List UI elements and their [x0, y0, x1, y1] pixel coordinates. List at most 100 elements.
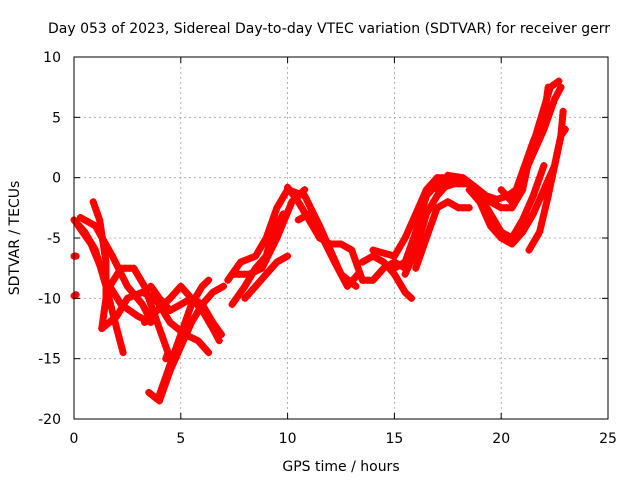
data-point-marker	[134, 271, 142, 279]
data-point-marker	[417, 230, 424, 238]
data-point-marker	[335, 266, 343, 274]
data-point-marker	[528, 196, 535, 204]
data-point-marker	[549, 99, 557, 107]
data-point-marker	[413, 242, 421, 250]
data-point-marker	[410, 250, 418, 258]
y-axis-label: SDTVAR / TECUs	[7, 181, 23, 296]
data-point-marker	[170, 349, 178, 357]
data-point-marker	[212, 323, 220, 330]
data-point-marker	[406, 222, 414, 230]
data-point-marker	[155, 325, 163, 332]
data-point-marker	[482, 203, 490, 211]
data-point-marker	[491, 217, 499, 225]
series-track-6	[102, 264, 172, 363]
x-tick-label: 5	[176, 431, 185, 447]
data-point-marker	[449, 172, 457, 180]
data-point-marker	[555, 140, 563, 148]
data-point-marker	[551, 162, 559, 170]
data-point-marker	[122, 279, 129, 286]
data-point-marker	[526, 200, 534, 208]
data-series	[70, 77, 569, 405]
data-point-marker	[264, 253, 272, 261]
data-point-marker	[444, 171, 452, 179]
data-point-marker	[243, 279, 251, 287]
data-point-marker	[405, 247, 413, 255]
data-point-marker	[161, 341, 169, 349]
data-point-marker	[327, 251, 335, 259]
data-point-marker	[304, 199, 312, 207]
data-point-marker	[123, 282, 131, 290]
data-point-marker	[329, 254, 337, 262]
data-point-marker	[373, 247, 381, 255]
data-point-marker	[163, 368, 171, 376]
data-point-marker	[74, 222, 82, 230]
data-point-marker	[254, 266, 262, 274]
data-point-marker	[533, 181, 541, 188]
data-point-marker	[420, 200, 428, 208]
data-point-marker	[405, 226, 413, 234]
data-point-marker	[349, 250, 357, 258]
y-tick-label: -20	[38, 412, 61, 428]
data-point-marker	[286, 202, 294, 210]
data-point-marker	[397, 241, 405, 249]
data-point-marker	[524, 160, 532, 168]
data-point-marker	[504, 232, 512, 240]
data-point-marker	[76, 214, 84, 221]
data-point-marker	[421, 238, 429, 246]
data-point-marker	[427, 203, 435, 211]
data-point-marker	[523, 164, 531, 172]
data-point-marker	[196, 304, 204, 312]
data-point-marker	[537, 169, 545, 177]
data-point-marker	[90, 248, 98, 256]
data-point-marker	[401, 234, 409, 242]
x-tick-label: 0	[70, 431, 79, 447]
data-point-marker	[539, 212, 547, 220]
data-point-marker	[395, 245, 403, 253]
data-point-marker	[236, 290, 244, 297]
x-tick-label: 10	[279, 431, 297, 447]
data-point-marker	[269, 242, 277, 249]
grid-lines	[74, 57, 608, 419]
data-point-marker	[425, 206, 433, 214]
data-point-marker	[188, 300, 195, 308]
data-point-marker	[273, 258, 281, 266]
data-point-marker	[362, 256, 370, 264]
data-point-marker	[237, 258, 245, 266]
data-point-marker	[431, 195, 439, 203]
data-point-marker	[168, 357, 175, 365]
data-point-marker	[148, 391, 156, 399]
data-point-marker	[520, 177, 528, 185]
data-point-marker	[306, 203, 314, 211]
data-point-marker	[337, 270, 345, 278]
data-point-marker	[79, 229, 87, 237]
data-point-marker	[557, 83, 565, 91]
data-point-marker	[428, 219, 436, 227]
data-point-marker	[145, 296, 153, 304]
data-point-marker	[552, 153, 560, 161]
data-point-marker	[408, 218, 416, 226]
data-point-marker	[248, 254, 256, 262]
data-point-marker	[258, 241, 266, 249]
series-track-33	[70, 252, 80, 260]
data-point-marker	[266, 223, 274, 231]
data-point-marker	[425, 227, 433, 234]
series-track-3	[76, 214, 153, 320]
data-point-marker	[84, 218, 92, 226]
data-point-marker	[190, 335, 198, 343]
data-point-marker	[545, 188, 553, 195]
data-point-marker	[207, 315, 215, 323]
data-point-marker	[144, 316, 152, 323]
data-point-marker	[551, 95, 559, 103]
data-point-marker	[514, 193, 522, 201]
data-point-marker	[536, 173, 544, 181]
data-point-marker	[123, 294, 131, 302]
data-point-marker	[269, 215, 277, 223]
data-point-marker	[547, 179, 555, 187]
data-point-marker	[121, 298, 129, 306]
data-point-marker	[87, 240, 95, 248]
data-point-marker	[249, 268, 257, 276]
data-point-marker	[380, 264, 388, 272]
data-point-marker	[294, 198, 302, 206]
data-point-marker	[279, 193, 287, 201]
series-track-4	[89, 198, 110, 332]
